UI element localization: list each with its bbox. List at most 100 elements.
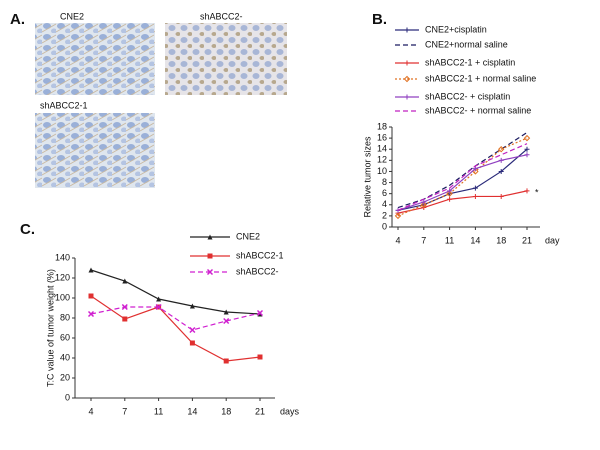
marker bbox=[447, 196, 453, 202]
x-tick-label: 4 bbox=[395, 235, 400, 245]
micrograph bbox=[35, 23, 155, 95]
marker bbox=[156, 296, 162, 302]
marker bbox=[122, 316, 128, 322]
panel-label: A. bbox=[10, 11, 25, 28]
y-tick-label: 80 bbox=[60, 312, 70, 322]
micrograph bbox=[35, 113, 155, 188]
series-line bbox=[90, 269, 261, 315]
series-line bbox=[397, 137, 528, 217]
annotation: * bbox=[535, 187, 539, 197]
x-tick-label: 14 bbox=[470, 235, 480, 245]
y-tick-label: 6 bbox=[382, 188, 387, 198]
y-tick-label: 0 bbox=[65, 392, 70, 402]
y-tick-label: 14 bbox=[377, 144, 387, 154]
series-line bbox=[90, 295, 261, 362]
legend-marker bbox=[207, 234, 213, 240]
marker bbox=[472, 185, 478, 191]
image-caption: CNE2 bbox=[60, 11, 84, 21]
y-tick-label: 16 bbox=[377, 132, 387, 142]
marker bbox=[394, 212, 402, 220]
marker bbox=[498, 193, 504, 199]
legend-label: CNE2+cisplatin bbox=[425, 24, 487, 34]
y-tick-label: 40 bbox=[60, 352, 70, 362]
marker bbox=[446, 190, 453, 197]
image-caption: shABCC2-1 bbox=[40, 100, 88, 110]
legend-label: shABCC2- + cisplatin bbox=[425, 91, 510, 101]
marker bbox=[189, 303, 195, 309]
y-axis-label: Relative tumor sizes bbox=[362, 136, 372, 218]
series-line bbox=[397, 154, 528, 211]
y-tick-label: 140 bbox=[55, 252, 70, 262]
legend-marker bbox=[404, 27, 410, 33]
legend-marker bbox=[206, 268, 214, 276]
marker bbox=[189, 326, 196, 334]
legend-label: shABCC2- bbox=[236, 266, 279, 276]
x-tick-label: 18 bbox=[496, 235, 506, 245]
legend-marker bbox=[404, 94, 410, 100]
marker bbox=[472, 166, 478, 172]
marker bbox=[223, 317, 230, 325]
image-caption: shABCC2- bbox=[200, 11, 243, 21]
legend-label: shABCC2-1 bbox=[236, 250, 284, 260]
marker bbox=[223, 309, 229, 315]
marker bbox=[121, 303, 128, 311]
legend-label: shABCC2-1 + cisplatin bbox=[425, 57, 515, 67]
x-tick-label: 21 bbox=[255, 406, 265, 416]
legend-label: shABCC2- + normal saline bbox=[425, 105, 531, 115]
marker bbox=[498, 168, 504, 174]
y-tick-label: 20 bbox=[60, 372, 70, 382]
marker bbox=[189, 340, 195, 346]
y-tick-label: 0 bbox=[382, 221, 387, 231]
panel-label: B. bbox=[372, 11, 387, 28]
y-axis-label: T:C value of tumor weight (%) bbox=[45, 269, 55, 387]
series-line bbox=[90, 306, 261, 331]
marker bbox=[498, 157, 504, 163]
marker bbox=[447, 188, 453, 194]
micrograph bbox=[165, 23, 287, 95]
legend-label: CNE2 bbox=[236, 231, 260, 241]
y-tick-label: 12 bbox=[377, 155, 387, 165]
marker bbox=[524, 152, 530, 158]
x-tick-label: 4 bbox=[88, 406, 93, 416]
y-tick-label: 8 bbox=[382, 177, 387, 187]
marker bbox=[88, 267, 94, 273]
marker bbox=[122, 278, 128, 284]
x-tick-label: 21 bbox=[522, 235, 532, 245]
marker bbox=[472, 193, 478, 199]
legend-label: CNE2+normal saline bbox=[425, 39, 508, 49]
legend-marker bbox=[404, 60, 410, 66]
panel-label: C. bbox=[20, 221, 35, 238]
y-tick-label: 18 bbox=[377, 121, 387, 131]
x-tick-label: 11 bbox=[154, 406, 163, 416]
x-axis-label: day bbox=[545, 235, 560, 245]
marker bbox=[524, 188, 530, 194]
x-axis-label: days bbox=[280, 406, 300, 416]
marker bbox=[87, 310, 95, 318]
series-line bbox=[397, 132, 528, 209]
marker bbox=[155, 303, 162, 311]
series-line bbox=[397, 190, 528, 214]
x-tick-label: 7 bbox=[122, 406, 127, 416]
marker bbox=[497, 146, 505, 153]
x-tick-label: 18 bbox=[221, 406, 231, 416]
marker bbox=[256, 309, 264, 317]
legend-marker bbox=[207, 253, 213, 259]
marker bbox=[524, 146, 530, 152]
series-line bbox=[397, 143, 528, 211]
marker bbox=[420, 201, 428, 208]
x-tick-label: 14 bbox=[187, 406, 197, 416]
y-tick-label: 4 bbox=[382, 199, 387, 209]
y-tick-label: 60 bbox=[60, 332, 70, 342]
series-line bbox=[397, 148, 528, 211]
marker bbox=[523, 134, 531, 142]
legend-label: shABCC2-1 + normal saline bbox=[425, 73, 536, 83]
y-tick-label: 100 bbox=[55, 292, 70, 302]
y-tick-label: 2 bbox=[382, 210, 387, 220]
marker bbox=[257, 354, 263, 360]
y-tick-label: 10 bbox=[377, 166, 387, 176]
marker bbox=[223, 358, 229, 364]
legend-marker bbox=[403, 75, 411, 83]
y-tick-label: 120 bbox=[55, 272, 70, 282]
x-tick-label: 7 bbox=[421, 235, 426, 245]
